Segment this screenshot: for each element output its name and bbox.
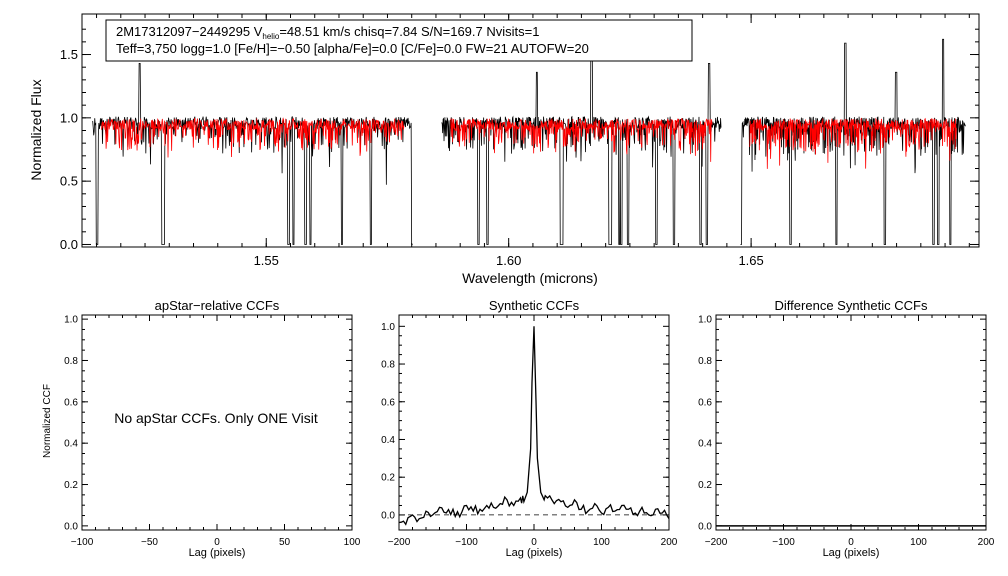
y-tick-label: 0.8 [64, 356, 78, 367]
observed-spectrum-line [92, 62, 413, 245]
spectrum-x-axis-label: Wavelength (microns) [462, 270, 598, 286]
y-tick-label: 0.0 [381, 510, 395, 521]
y-tick-label: 0.4 [698, 439, 712, 450]
x-tick-label: −200 [388, 537, 411, 548]
synthetic-ccf-title: Synthetic CCFs [489, 298, 580, 313]
annotation-v-subscript: helio [262, 32, 279, 41]
y-tick-label: 0.6 [381, 397, 395, 408]
difference-ccf-x-axis-label: Lag (pixels) [823, 547, 880, 559]
synthetic-ccf-panel: Synthetic CCFs −200 −100 0 100 200 0.0 0.2 0.4 0… [381, 298, 678, 559]
synthetic-ccf-line [398, 326, 670, 526]
annotation-star-id: 2M17312097−2449295 [116, 24, 250, 39]
y-tick-label: 0.2 [381, 473, 395, 484]
spectrum-y-axis-label: Normalized Flux [28, 79, 44, 180]
model-spectrum-line [749, 117, 957, 169]
synthetic-ccf-ticks: −200 −100 0 100 200 0.0 0.2 0.4 0.6 0.8 1.0 [381, 315, 678, 548]
difference-ccf-title: Difference Synthetic CCFs [775, 298, 928, 313]
apstar-ccf-panel: apStar−relative CCFs −100 −50 0 50 100 0.0 0.2… [42, 298, 361, 559]
annotation-velocity-stats: =48.51 km/s chisq=7.84 S/N=169.7 Nvisits… [279, 24, 539, 39]
x-tick-label: 200 [661, 537, 678, 548]
model-spectrum-line [450, 117, 713, 162]
x-tick-label: 1.55 [254, 253, 279, 268]
y-tick-label: 0.8 [698, 356, 712, 367]
spectrum-clip-group [92, 37, 966, 245]
annotation-v-symbol: V [254, 24, 263, 39]
y-tick-label: 0.8 [381, 360, 395, 371]
y-tick-label: 1.5 [60, 47, 78, 62]
x-tick-label: 1.60 [496, 253, 521, 268]
x-tick-label: −50 [141, 537, 158, 548]
y-tick-label: 1.0 [698, 315, 712, 326]
difference-ccf-panel: Difference Synthetic CCFs −200 −100 0 100 20… [698, 298, 995, 559]
spectrum-annotation-box [105, 19, 693, 62]
y-tick-label: 0.0 [698, 521, 712, 532]
x-tick-label: 50 [279, 537, 291, 548]
apstar-ccf-x-axis-label: Lag (pixels) [189, 547, 246, 559]
y-tick-label: 0.6 [698, 397, 712, 408]
model-spectrum-line [101, 117, 405, 158]
difference-ccf-plot-frame [715, 314, 987, 531]
x-tick-label: 0 [531, 537, 537, 548]
spectrum-annotation-line1: 2M17312097−2449295 Vhelio=48.51 km/s chi… [116, 24, 539, 41]
apstar-ccf-y-axis-label: Normalized CCF [42, 384, 53, 458]
difference-ccf-ticks: −200 −100 0 100 200 0.0 0.2 0.4 0.6 0.8 1.0 [698, 315, 995, 548]
x-tick-label: −100 [455, 537, 478, 548]
y-tick-label: 1.0 [60, 110, 78, 125]
observed-spectrum-line [441, 37, 722, 245]
spectrum-annotation-line2: Teff=3,750 logg=1.0 [Fe/H]=−0.50 [alpha/… [116, 41, 589, 56]
y-tick-label: 0.2 [698, 480, 712, 491]
y-tick-label: 1.0 [64, 315, 78, 326]
spectrum-data-layer [92, 37, 966, 245]
x-tick-label: 0 [214, 537, 220, 548]
y-tick-label: 1.0 [381, 322, 395, 333]
x-tick-label: −100 [71, 537, 94, 548]
y-tick-label: 0.6 [64, 397, 78, 408]
synthetic-ccf-x-axis-label: Lag (pixels) [506, 547, 563, 559]
x-tick-label: 200 [978, 537, 995, 548]
y-tick-label: 0.0 [60, 237, 78, 252]
apstar-ccf-message: No apStar CCFs. Only ONE Visit [114, 410, 318, 426]
apstar-ccf-ticks: −100 −50 0 50 100 0.0 0.2 0.4 0.6 0.8 1.0 [64, 315, 361, 548]
y-tick-label: 0.4 [64, 439, 78, 450]
synthetic-ccf-data-layer [398, 326, 670, 526]
y-tick-label: 0.2 [64, 480, 78, 491]
x-tick-label: 1.65 [738, 253, 763, 268]
x-tick-label: 100 [910, 537, 927, 548]
x-tick-label: −100 [772, 537, 795, 548]
y-tick-label: 0.4 [381, 435, 395, 446]
spectrum-ticks: 1.55 1.60 1.65 0.0 0.5 1.0 1.5 [60, 14, 979, 268]
x-tick-label: 100 [344, 537, 361, 548]
x-tick-label: 0 [848, 537, 854, 548]
y-tick-label: 0.5 [60, 174, 78, 189]
spectrum-panel: 1.55 1.60 1.65 0.0 0.5 1.0 1.5 2M17312097−2449… [28, 13, 980, 286]
x-tick-label: −200 [705, 537, 728, 548]
apstar-ccf-title: apStar−relative CCFs [155, 298, 280, 313]
x-tick-label: 100 [593, 537, 610, 548]
y-tick-label: 0.0 [64, 521, 78, 532]
